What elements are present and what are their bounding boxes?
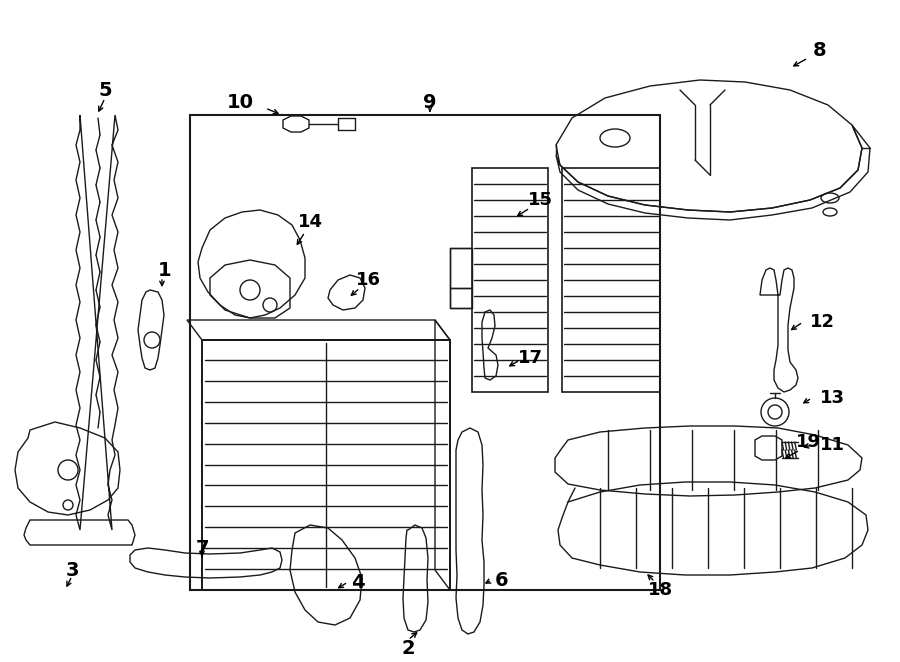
Text: 16: 16 <box>356 271 381 289</box>
Text: 7: 7 <box>195 538 209 557</box>
Text: 15: 15 <box>527 191 553 209</box>
Text: 6: 6 <box>495 571 508 589</box>
Text: 14: 14 <box>298 213 322 231</box>
Text: 8: 8 <box>814 40 827 60</box>
Text: 10: 10 <box>227 93 254 111</box>
Text: 12: 12 <box>810 313 835 331</box>
Text: 18: 18 <box>647 581 672 599</box>
Text: 17: 17 <box>518 349 543 367</box>
Text: 13: 13 <box>820 389 845 407</box>
Text: 4: 4 <box>351 573 364 592</box>
Text: 19: 19 <box>796 433 821 451</box>
Text: 1: 1 <box>158 261 172 279</box>
Text: 2: 2 <box>401 639 415 657</box>
Text: 3: 3 <box>66 561 79 579</box>
Text: 5: 5 <box>98 81 112 99</box>
Text: 11: 11 <box>820 436 845 454</box>
Text: 9: 9 <box>423 93 436 111</box>
